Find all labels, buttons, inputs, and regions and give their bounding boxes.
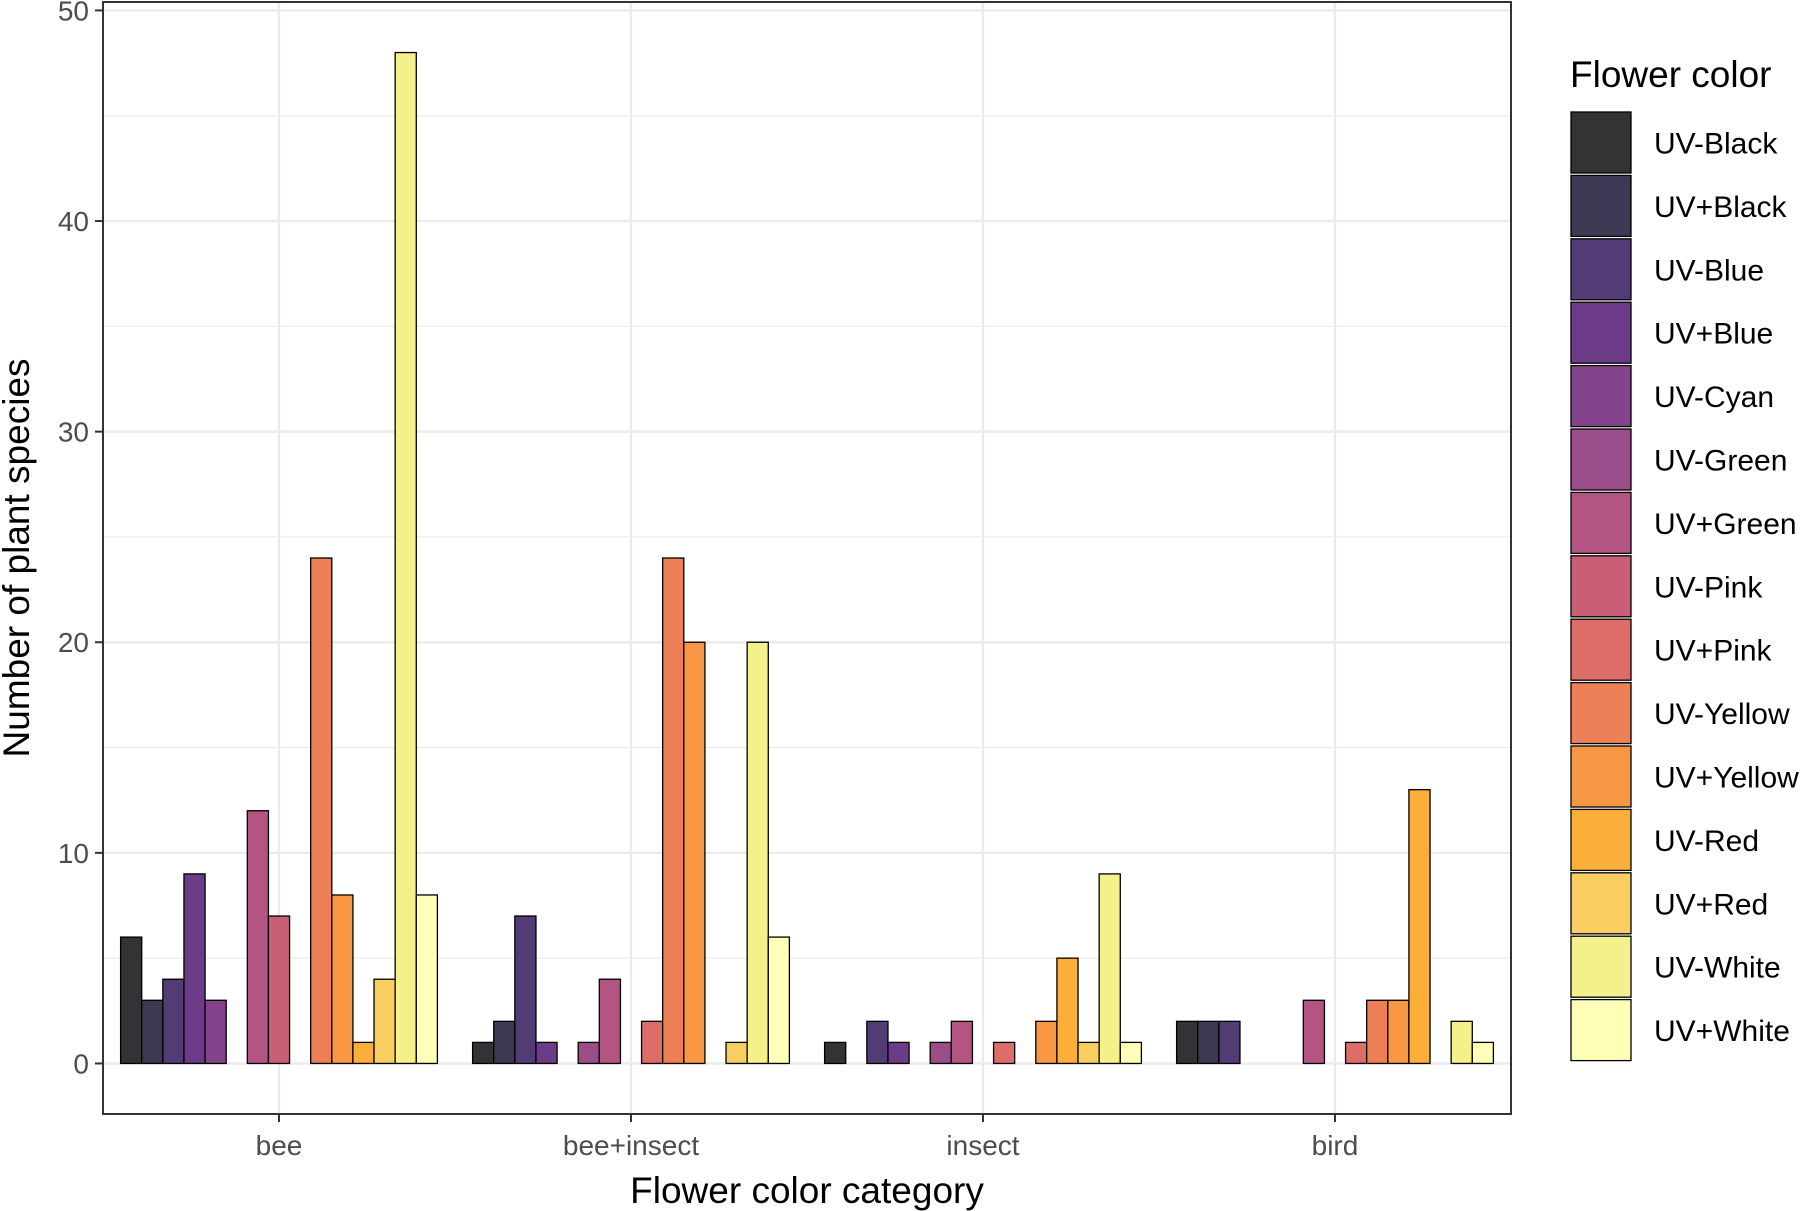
bar xyxy=(929,1041,952,1065)
bar xyxy=(141,999,164,1065)
bar xyxy=(887,1041,910,1065)
bar xyxy=(683,641,706,1065)
legend-key xyxy=(1570,491,1632,555)
bar xyxy=(415,894,439,1065)
bar xyxy=(1077,1041,1100,1065)
y-tick-label: 20 xyxy=(58,627,89,658)
bar xyxy=(1471,1041,1495,1065)
bar xyxy=(1098,873,1121,1065)
x-tick-label: bird xyxy=(1312,1130,1359,1161)
legend-title: Flower color xyxy=(1570,54,1772,95)
bar xyxy=(204,999,227,1065)
x-axis-title: Flower color category xyxy=(630,1170,984,1211)
bar xyxy=(1302,999,1326,1065)
x-axis: bee bee+insect insect bird xyxy=(256,1114,1359,1161)
bar xyxy=(1197,1020,1220,1065)
bar xyxy=(535,1041,558,1065)
bar xyxy=(823,1041,847,1065)
x-tick-label: insect xyxy=(946,1130,1019,1161)
legend-label: UV+Pink xyxy=(1654,635,1773,668)
legend-key xyxy=(1570,745,1632,808)
bar xyxy=(577,1041,600,1065)
legend: Flower color UV-Black UV+Black UV-Blue UV+B… xyxy=(1570,54,1799,1062)
legend-key xyxy=(1570,808,1632,872)
bar xyxy=(1035,1020,1058,1065)
bar xyxy=(725,1041,748,1065)
legend-label: UV-Black xyxy=(1654,128,1778,161)
bar xyxy=(267,915,291,1065)
bar xyxy=(1450,1020,1473,1065)
legend-key xyxy=(1570,555,1632,618)
legend-key xyxy=(1570,174,1632,238)
legend-label: UV-Green xyxy=(1654,445,1787,478)
x-tick-label: bee+insect xyxy=(563,1130,699,1161)
legend-label: UV+Red xyxy=(1654,888,1768,921)
bar xyxy=(1387,999,1410,1065)
y-axis-title: Number of plant species xyxy=(0,359,37,758)
bar xyxy=(1175,1020,1199,1065)
x-tick-label: bee xyxy=(256,1130,303,1161)
bar xyxy=(162,978,185,1065)
bar xyxy=(514,915,537,1065)
legend-label: UV-Blue xyxy=(1654,254,1764,287)
bar xyxy=(992,1041,1016,1065)
legend-label: UV+Green xyxy=(1654,508,1797,541)
legend-key xyxy=(1570,998,1632,1062)
bar xyxy=(246,810,270,1065)
legend-label: UV+Yellow xyxy=(1654,762,1799,795)
legend-items: UV-Black UV+Black UV-Blue UV+Blue UV-Cyan UV-… xyxy=(1570,111,1799,1062)
legend-label: UV+White xyxy=(1654,1015,1790,1048)
plot-panel-border xyxy=(102,1,1512,1115)
legend-key xyxy=(1570,618,1632,681)
legend-key xyxy=(1570,111,1632,174)
bar xyxy=(373,978,396,1065)
y-tick-label: 10 xyxy=(58,838,89,869)
bar xyxy=(662,557,685,1065)
bar xyxy=(1119,1041,1143,1065)
legend-key xyxy=(1570,681,1632,745)
bar xyxy=(352,1041,375,1065)
legend-label: UV-Pink xyxy=(1654,571,1763,604)
y-tick-label: 0 xyxy=(73,1048,89,1079)
legend-key xyxy=(1570,364,1632,428)
bar xyxy=(1056,957,1079,1065)
bar xyxy=(640,1020,664,1065)
bar xyxy=(119,936,143,1065)
legend-key xyxy=(1570,428,1632,491)
legend-label: UV+Blue xyxy=(1654,318,1773,351)
y-axis: 0 10 20 30 40 50 xyxy=(58,0,103,1079)
y-tick-label: 50 xyxy=(58,0,89,26)
legend-key xyxy=(1570,238,1632,301)
bar xyxy=(310,557,333,1065)
bar xyxy=(1366,999,1389,1065)
legend-label: UV+Black xyxy=(1654,191,1788,224)
bar xyxy=(331,894,354,1065)
legend-label: UV-White xyxy=(1654,952,1781,985)
y-tick-label: 30 xyxy=(58,417,89,448)
bar xyxy=(471,1041,495,1065)
grid-lines xyxy=(103,2,1511,1114)
legend-label: UV-Red xyxy=(1654,825,1759,858)
bar xyxy=(866,1020,889,1065)
bar xyxy=(1344,1041,1368,1065)
bar xyxy=(746,641,769,1065)
bars xyxy=(119,51,1495,1065)
bar xyxy=(950,1020,974,1065)
bar xyxy=(1408,789,1431,1065)
legend-key xyxy=(1570,935,1632,998)
legend-label: UV-Cyan xyxy=(1654,381,1774,414)
bar xyxy=(1218,1020,1241,1065)
bar xyxy=(183,873,206,1065)
bar xyxy=(767,936,791,1065)
bar xyxy=(598,978,622,1065)
legend-key xyxy=(1570,301,1632,364)
legend-key xyxy=(1570,872,1632,935)
y-tick-label: 40 xyxy=(58,206,89,237)
legend-label: UV-Yellow xyxy=(1654,698,1790,731)
bar xyxy=(493,1020,516,1065)
bar xyxy=(394,51,417,1065)
